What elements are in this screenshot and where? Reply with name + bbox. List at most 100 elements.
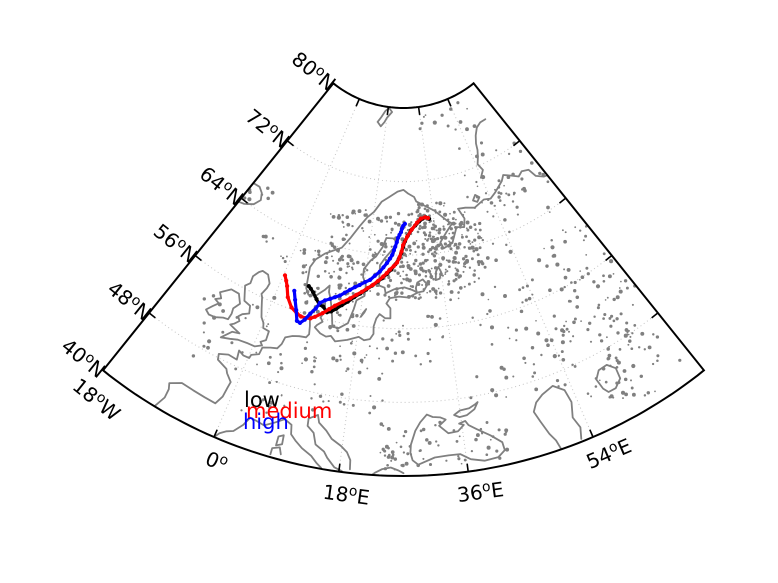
lake-dot — [449, 290, 454, 294]
lake-dot — [519, 309, 524, 314]
lake-dot — [572, 320, 576, 325]
lake-dot — [433, 266, 438, 270]
trajectory-marker — [377, 269, 382, 274]
lake-dot — [507, 326, 510, 329]
lake-dot — [520, 177, 524, 181]
lake-dot — [588, 321, 592, 325]
lake-dot — [474, 228, 477, 231]
lake-dot — [585, 254, 588, 256]
lake-dot — [608, 345, 610, 348]
lake-dot — [563, 383, 567, 387]
lake-dot — [360, 315, 363, 318]
lake-dot — [532, 363, 536, 366]
lake-dot — [455, 439, 459, 443]
lake-dot — [557, 354, 561, 357]
lake-dot — [508, 230, 511, 234]
trajectory-marker — [320, 311, 325, 316]
lake-dot — [302, 248, 307, 252]
lake-dot — [463, 174, 466, 177]
lake-dot — [387, 446, 390, 450]
lake-dot — [631, 332, 634, 335]
lake-dot — [561, 333, 565, 337]
lake-dot — [497, 191, 501, 195]
lake-dot — [452, 255, 457, 261]
lake-dot — [475, 375, 479, 379]
lake-dot — [479, 141, 484, 145]
lake-dot — [350, 314, 355, 319]
lake-dot — [390, 227, 394, 231]
lake-dot — [503, 294, 507, 298]
lake-dot — [396, 222, 401, 227]
lake-dot — [615, 365, 619, 369]
lake-dot — [622, 397, 624, 400]
lake-dot — [561, 357, 566, 362]
lake-dot — [318, 394, 323, 398]
lake-dot — [631, 363, 636, 369]
lake-dot — [416, 202, 421, 207]
lake-dot — [431, 235, 435, 239]
lake-dot — [575, 305, 580, 309]
lake-dot — [261, 398, 265, 402]
lake-dot — [265, 325, 268, 328]
lake-dot — [605, 336, 608, 339]
lake-dot — [266, 196, 270, 201]
lake-dot — [384, 258, 388, 262]
lake-dot — [454, 272, 459, 277]
lake-dot — [427, 233, 432, 238]
lake-dot — [255, 351, 258, 354]
lake-dot — [425, 208, 430, 213]
lake-dot — [499, 192, 503, 195]
lake-dot — [240, 409, 243, 412]
trajectory-marker — [401, 243, 406, 248]
lake-dot — [381, 399, 384, 402]
trajectory-marker — [327, 307, 332, 312]
lake-dot — [438, 243, 442, 247]
lake-dot — [502, 367, 506, 371]
lake-dot — [639, 374, 644, 379]
lake-dot — [432, 254, 437, 258]
lake-dot — [371, 253, 376, 258]
lake-dot — [255, 305, 260, 310]
lake-dot — [625, 321, 629, 325]
lake-dot — [406, 337, 410, 341]
lake-dot — [618, 289, 623, 294]
lake-dot — [414, 258, 418, 263]
lake-dot — [458, 435, 461, 438]
lake-dot — [599, 339, 604, 343]
lake-dot — [584, 234, 588, 238]
lake-dot — [432, 223, 435, 226]
coastline — [370, 466, 405, 476]
lake-dot — [313, 356, 316, 359]
trajectory-marker — [314, 297, 319, 302]
lake-dot — [328, 326, 332, 330]
lake-dot — [423, 221, 427, 226]
lake-dot — [479, 260, 484, 264]
lake-dot — [433, 289, 438, 294]
lake-dot — [301, 264, 306, 269]
lake-dot — [281, 256, 285, 260]
lake-dot — [390, 459, 393, 462]
lake-dot — [610, 314, 614, 318]
lake-dot — [457, 275, 461, 279]
lake-dot — [428, 231, 432, 234]
lake-dot — [345, 308, 348, 311]
lake-dot — [336, 262, 340, 265]
lake-dot — [473, 238, 477, 242]
lake-dot — [443, 242, 448, 246]
lake-dot — [383, 454, 387, 457]
coastline — [359, 308, 368, 318]
lake-dot — [390, 338, 394, 342]
lake-dot — [475, 154, 479, 159]
lake-dot — [365, 354, 368, 356]
lake-dot — [421, 242, 425, 247]
lake-dot — [355, 314, 359, 318]
lake-dot — [337, 213, 341, 217]
lake-dot — [442, 204, 445, 207]
lake-dot — [426, 279, 431, 284]
lake-dot — [234, 367, 238, 371]
lake-dot — [383, 467, 388, 471]
lake-dot — [452, 210, 456, 214]
lake-dot — [448, 232, 451, 235]
lake-dot — [416, 245, 420, 249]
lake-dot — [333, 270, 336, 273]
